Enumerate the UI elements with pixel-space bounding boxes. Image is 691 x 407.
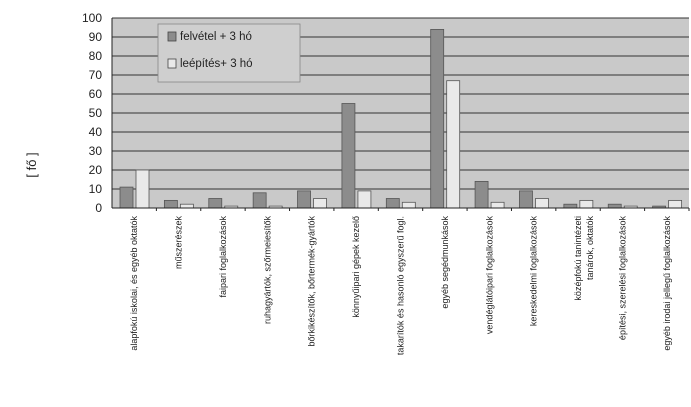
bar-felvetel (252, 192, 267, 209)
y-tick-label: 70 (89, 68, 103, 82)
bar-leepites (535, 198, 549, 209)
y-axis-label: [ fő ] (24, 152, 39, 177)
bar-felvetel (474, 180, 489, 209)
y-tick-label: 100 (82, 11, 102, 25)
x-category-label: műszerészek (174, 216, 184, 270)
bar-felvetel (297, 190, 311, 209)
legend-label: leépítés+ 3 hó (180, 58, 253, 70)
x-category-label: takarítók és hasonló egyszerű fogl. (396, 216, 406, 355)
x-category-label: faipari foglalkozások (218, 216, 228, 298)
bar-felvetel (163, 199, 178, 209)
bar-felvetel (385, 198, 400, 209)
bar-felvetel (208, 198, 223, 209)
y-tick-label: 40 (89, 125, 103, 139)
bar-felvetel (563, 203, 578, 209)
y-tick-label: 80 (89, 49, 103, 63)
x-category-label: ruhagyártók, szőrmeiesítők (262, 216, 272, 325)
y-tick-label: 10 (89, 182, 103, 196)
legend: felvétel + 3 hó leépítés+ 3 hó (157, 23, 301, 83)
bar-felvetel (430, 28, 445, 209)
bar-leepites (357, 190, 372, 209)
x-category-label: kereskedelmi foglalkozások (529, 216, 539, 327)
legend-box (157, 23, 301, 83)
x-category-label: könnyűipari gépek kezelő (351, 216, 361, 318)
x-category-label: bőrkikészítők, bőrtermék-gyártók (307, 216, 317, 347)
bar-felvetel (519, 190, 533, 209)
bar-leepites (579, 199, 594, 209)
y-tick-label: 50 (89, 106, 103, 120)
y-tick-label: 20 (89, 163, 103, 177)
legend-swatch (167, 58, 177, 69)
x-category-label: egyéb irodai jellegű foglalkozások (662, 216, 672, 351)
bar-felvetel (607, 203, 622, 209)
y-tick-label: 0 (95, 201, 102, 215)
x-category-label: egyéb segédmunkások (440, 216, 450, 309)
bar-leepites (446, 80, 461, 209)
y-tick-label: 90 (89, 30, 103, 44)
bar-leepites (668, 199, 683, 209)
bar-leepites (179, 203, 194, 209)
x-category-label: középfokú tanintézeti tanárok, oktatók (573, 216, 595, 301)
bar-leepites (313, 198, 327, 209)
x-category-label: építési, szerelési foglalkozások (617, 216, 627, 341)
x-category-label: alapfokú iskolai, és egyéb oktatók (129, 216, 139, 351)
y-tick-label: 60 (89, 87, 103, 101)
x-category-labels: alapfokú iskolai, és egyéb oktatók műszer… (129, 216, 672, 356)
bar-leepites (401, 201, 416, 209)
legend-label: felvétel + 3 hó (180, 31, 252, 43)
bar-felvetel (341, 103, 356, 209)
x-category-label: vendéglátóipari foglalkozások (484, 216, 494, 335)
legend-swatch (167, 31, 177, 42)
axes (111, 18, 690, 211)
bar-leepites (490, 201, 505, 209)
y-tick-labels: 0 10 20 30 40 50 60 70 80 90 100 (82, 11, 102, 215)
bar-felvetel (119, 186, 134, 209)
y-tick-label: 30 (89, 144, 103, 158)
bar-leepites (135, 169, 150, 209)
